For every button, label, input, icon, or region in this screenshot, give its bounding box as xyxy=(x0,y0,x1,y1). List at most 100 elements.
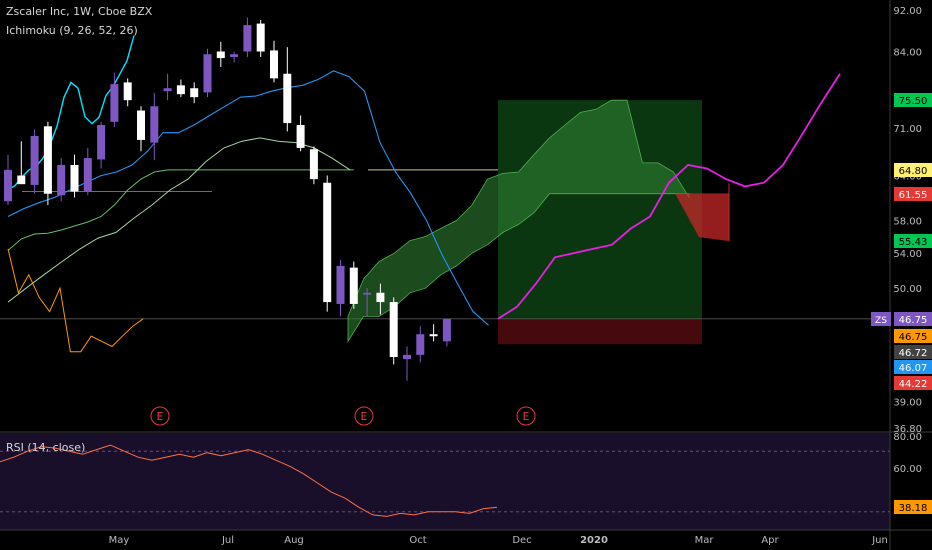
candle xyxy=(190,82,199,104)
rsi-badge-bg xyxy=(894,500,932,514)
ichimoku-legend: Ichimoku (9, 26, 52, 26) xyxy=(6,24,138,37)
time-tick-label: Dec xyxy=(512,535,531,546)
price-badge-bg xyxy=(894,360,932,374)
candle-body xyxy=(190,88,199,98)
candle-body xyxy=(429,334,438,337)
candle-body xyxy=(243,25,252,52)
candle xyxy=(442,318,451,347)
candle xyxy=(403,346,411,381)
candle-body xyxy=(256,23,265,52)
price-tick-label: 50.00 xyxy=(893,284,922,295)
earnings-marker: E xyxy=(354,406,374,426)
candle-body xyxy=(203,54,212,93)
candle xyxy=(150,92,159,161)
price-badge: 64.80 xyxy=(894,163,932,177)
candle xyxy=(363,288,372,317)
candle xyxy=(203,48,212,98)
candle-body xyxy=(416,334,425,355)
price-badge-bg xyxy=(894,163,932,177)
price-tick-label: 36.80 xyxy=(893,424,922,435)
rsi-badge-text: 38.18 xyxy=(899,503,928,514)
candle-body xyxy=(230,54,239,57)
candle-body xyxy=(349,267,358,304)
price-badge-text: 46.75 xyxy=(899,332,928,343)
price-badge-bg xyxy=(894,312,932,326)
candle xyxy=(137,106,145,152)
price-badge-text: 46.72 xyxy=(899,348,928,359)
price-badge: 75.50 xyxy=(894,93,932,107)
candle xyxy=(243,17,252,57)
candle xyxy=(57,158,66,202)
price-badge: 46.07 xyxy=(894,360,932,374)
symbol-tag: ZS xyxy=(875,316,887,326)
candle-body xyxy=(442,318,451,342)
time-tick-label: May xyxy=(109,535,130,546)
candle-body xyxy=(176,85,185,95)
price-badge-bg xyxy=(894,345,932,359)
earnings-circle xyxy=(516,406,536,426)
price-badge: 61.55 xyxy=(894,187,932,201)
price-badge: 46.72 xyxy=(894,345,932,359)
price-badge-bg xyxy=(894,234,932,248)
earnings-marker: E xyxy=(150,406,170,426)
rsi-value-badge: 38.18 xyxy=(894,500,932,514)
lagging-span xyxy=(7,248,144,353)
candle-body xyxy=(163,88,172,92)
candle-body xyxy=(403,354,411,360)
price-badge-bg xyxy=(894,187,932,201)
senkou-span-b-line xyxy=(7,169,354,251)
price-badge-text: 46.07 xyxy=(899,363,928,374)
senkou-span-a-line xyxy=(7,137,351,303)
price-badge: 44.22 xyxy=(894,376,932,390)
candle-body xyxy=(323,182,332,303)
candle-body xyxy=(389,302,398,357)
price-badge: 46.75 ZS xyxy=(871,312,932,326)
price-badge-text: 64.80 xyxy=(899,166,928,177)
candle xyxy=(283,47,292,132)
price-badge-bg xyxy=(894,376,932,390)
time-tick-label: Apr xyxy=(761,535,779,546)
price-tick-label: 39.00 xyxy=(893,398,922,409)
candle-body xyxy=(150,106,159,143)
price-badge-text: 44.22 xyxy=(899,379,928,390)
price-badge: 46.75 xyxy=(894,329,932,343)
candle xyxy=(43,121,52,205)
price-badge-bg xyxy=(894,93,932,107)
candle-body xyxy=(97,125,106,160)
candle-body xyxy=(57,164,66,196)
candle xyxy=(83,147,92,196)
price-badge-text: 55.43 xyxy=(899,237,928,248)
price-tick-label: 58.00 xyxy=(893,216,922,227)
candle-body xyxy=(17,175,26,185)
candle xyxy=(123,78,132,107)
candle-body xyxy=(83,158,92,192)
candle-body xyxy=(70,164,79,192)
candle-body xyxy=(363,292,372,295)
candle xyxy=(163,73,172,101)
candle xyxy=(416,326,425,363)
candle xyxy=(216,41,225,67)
earnings-label: E xyxy=(157,410,164,423)
candle-body xyxy=(296,125,305,148)
candle-body xyxy=(309,149,318,180)
forecast-path xyxy=(497,73,841,320)
price-tick-label: 54.00 xyxy=(893,249,922,260)
earnings-label: E xyxy=(523,410,530,423)
candle xyxy=(110,72,119,127)
price-tick-label: 71.00 xyxy=(893,124,922,135)
candle xyxy=(270,40,278,83)
earnings-circle xyxy=(354,406,374,426)
candle xyxy=(17,141,26,185)
time-tick-label: Jul xyxy=(221,535,234,546)
candle xyxy=(349,261,358,309)
rsi-tick-label: 60.00 xyxy=(893,464,922,475)
time-tick-label: Jun xyxy=(871,535,888,546)
candle-body xyxy=(336,265,345,304)
time-tick-label: Oct xyxy=(409,535,426,546)
candle-body xyxy=(30,135,39,185)
candle xyxy=(429,324,438,342)
ichimoku-cloud-bearish xyxy=(675,193,729,242)
candle xyxy=(176,79,185,98)
earnings-marker: E xyxy=(516,406,536,426)
